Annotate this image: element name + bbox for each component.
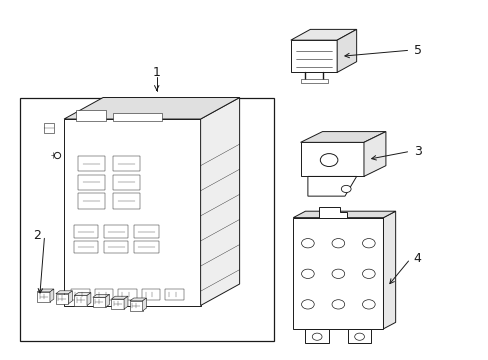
Bar <box>164 289 183 300</box>
Polygon shape <box>113 113 161 121</box>
Polygon shape <box>290 40 336 72</box>
Polygon shape <box>111 299 124 309</box>
Bar <box>142 289 160 300</box>
Polygon shape <box>56 291 72 294</box>
Bar <box>113 193 140 208</box>
Polygon shape <box>383 211 395 329</box>
Polygon shape <box>347 329 370 343</box>
Bar <box>78 156 104 171</box>
Text: 5: 5 <box>413 44 421 57</box>
Circle shape <box>362 239 374 248</box>
Polygon shape <box>105 294 109 307</box>
Polygon shape <box>318 207 346 218</box>
Polygon shape <box>130 301 142 311</box>
Circle shape <box>331 300 344 309</box>
Circle shape <box>301 300 314 309</box>
Circle shape <box>362 269 374 278</box>
Bar <box>78 193 104 208</box>
Polygon shape <box>142 298 146 311</box>
Polygon shape <box>37 292 50 302</box>
Bar <box>74 241 98 253</box>
Polygon shape <box>74 296 87 306</box>
Bar <box>104 225 128 238</box>
Polygon shape <box>200 98 239 306</box>
Bar <box>71 289 90 300</box>
Polygon shape <box>43 123 54 134</box>
Circle shape <box>331 269 344 278</box>
Polygon shape <box>76 110 105 121</box>
Bar <box>95 289 113 300</box>
Polygon shape <box>363 132 385 176</box>
Bar <box>113 156 140 171</box>
Bar <box>118 289 137 300</box>
Text: 2: 2 <box>33 229 41 242</box>
Polygon shape <box>74 293 91 296</box>
Polygon shape <box>87 293 91 306</box>
Bar <box>74 225 98 238</box>
Text: 3: 3 <box>413 145 421 158</box>
Polygon shape <box>64 98 239 119</box>
Circle shape <box>301 269 314 278</box>
Circle shape <box>301 239 314 248</box>
Polygon shape <box>336 30 356 72</box>
Text: 4: 4 <box>413 252 421 265</box>
Polygon shape <box>37 289 54 292</box>
Polygon shape <box>293 218 383 329</box>
Polygon shape <box>56 294 68 304</box>
Circle shape <box>362 300 374 309</box>
Polygon shape <box>50 289 54 302</box>
Polygon shape <box>290 30 356 40</box>
Bar <box>78 175 104 190</box>
Bar <box>300 79 327 83</box>
Bar <box>113 175 140 190</box>
Bar <box>134 241 158 253</box>
Polygon shape <box>307 176 356 196</box>
Polygon shape <box>300 142 363 176</box>
Circle shape <box>312 333 322 340</box>
Polygon shape <box>93 294 109 297</box>
Polygon shape <box>305 329 328 343</box>
Circle shape <box>320 154 337 167</box>
Polygon shape <box>300 132 385 142</box>
Polygon shape <box>64 119 200 306</box>
Bar <box>134 225 158 238</box>
Circle shape <box>354 333 364 340</box>
Polygon shape <box>124 296 128 309</box>
Circle shape <box>341 185 350 193</box>
Polygon shape <box>293 211 395 218</box>
Bar <box>20 98 273 341</box>
Bar <box>104 241 128 253</box>
Text: 1: 1 <box>152 66 161 79</box>
Polygon shape <box>93 297 105 307</box>
Polygon shape <box>111 296 128 299</box>
Circle shape <box>331 239 344 248</box>
Polygon shape <box>68 291 72 304</box>
Polygon shape <box>130 298 146 301</box>
